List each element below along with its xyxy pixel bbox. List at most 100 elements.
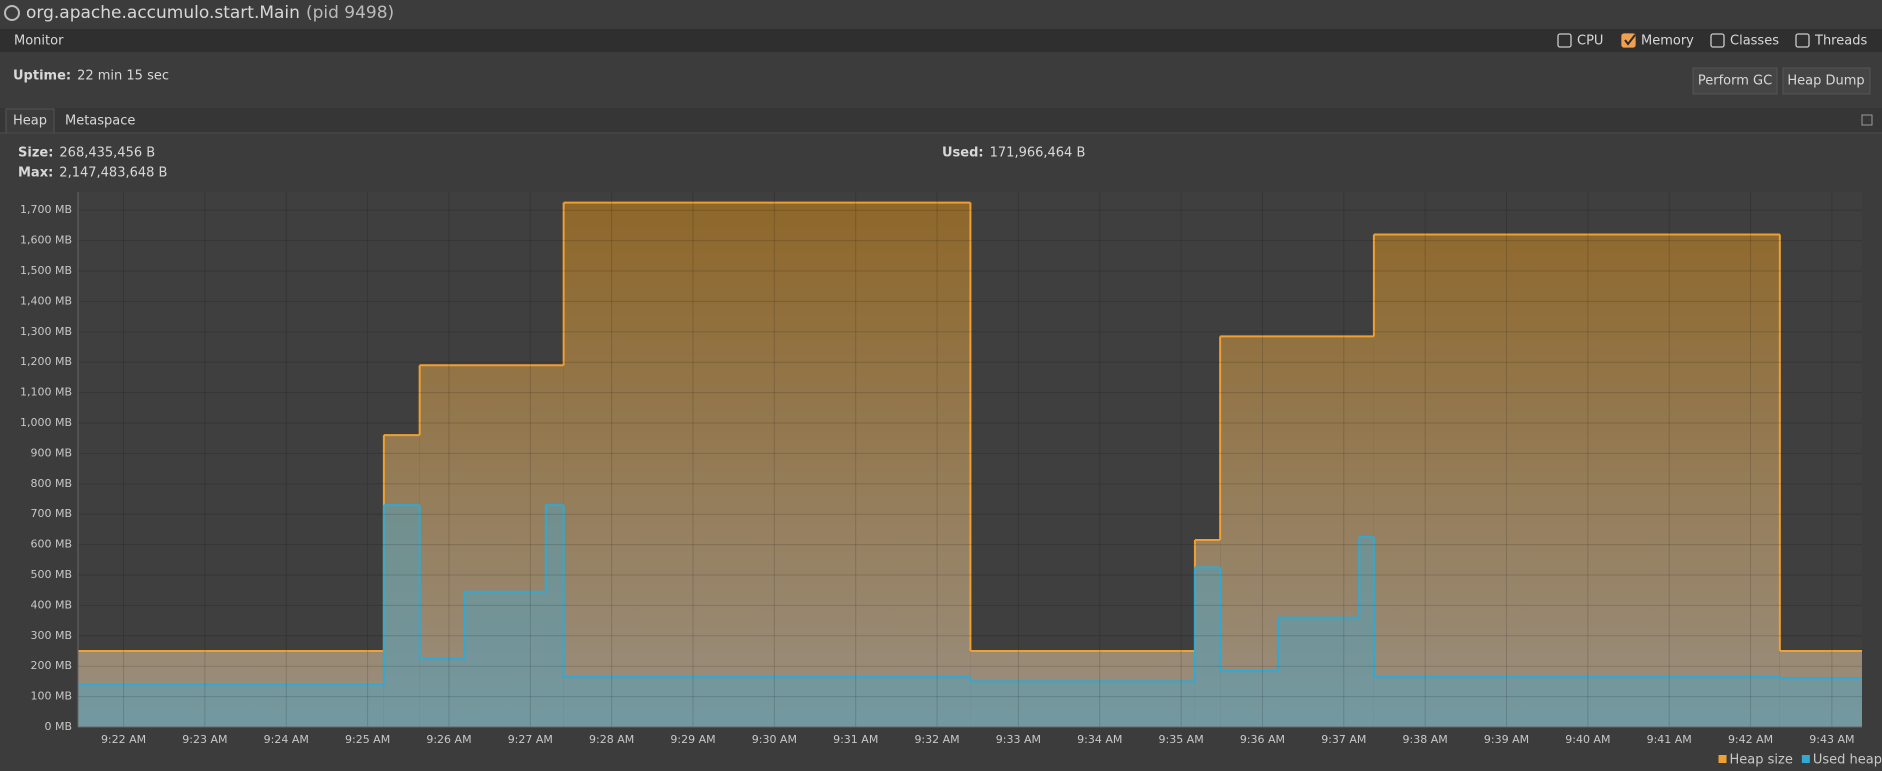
stat-label: Used: [942, 146, 984, 161]
x-tick-label: 9:39 AM [1484, 733, 1529, 746]
y-tick-label: 1,500 MB [20, 264, 72, 277]
area-segment [1220, 336, 1374, 727]
y-tick-label: 700 MB [30, 507, 72, 520]
area-segment [563, 202, 971, 727]
stat-value: 2,147,483,648 B [59, 166, 167, 181]
area-segment [563, 676, 971, 727]
y-tick-label: 1,600 MB [20, 234, 72, 247]
tab[interactable]: Heap [13, 114, 47, 129]
y-tick-label: 200 MB [30, 659, 72, 672]
tab[interactable]: Metaspace [65, 114, 135, 129]
area-segment [545, 505, 564, 727]
y-tick-label: 600 MB [30, 538, 72, 551]
area-segment [1779, 678, 1862, 727]
area-segment [78, 651, 384, 727]
y-tick-label: 1,400 MB [20, 294, 72, 307]
x-tick-label: 9:29 AM [670, 733, 715, 746]
area-segment [78, 684, 384, 727]
x-tick-label: 9:38 AM [1403, 733, 1448, 746]
legend-label: Used heap [1813, 753, 1882, 768]
y-tick-label: 300 MB [30, 629, 72, 642]
x-tick-label: 9:42 AM [1728, 733, 1773, 746]
x-tick-label: 9:43 AM [1809, 733, 1854, 746]
legend-label: Heap size [1730, 753, 1793, 768]
area-segment [1277, 617, 1360, 727]
y-tick-label: 1,700 MB [20, 203, 72, 216]
area-segment [383, 435, 420, 727]
y-tick-label: 1,200 MB [20, 355, 72, 368]
y-tick-label: 800 MB [30, 477, 72, 490]
x-tick-label: 9:37 AM [1321, 733, 1366, 746]
stat-value: 268,435,456 B [59, 146, 155, 161]
uptime-label: Uptime: [13, 69, 71, 84]
checkbox[interactable] [1621, 33, 1636, 48]
checkbox-label[interactable]: CPU [1577, 34, 1603, 49]
area-segment [1373, 234, 1780, 727]
maximize-icon[interactable] [1861, 114, 1873, 126]
checkbox-label[interactable]: Classes [1730, 34, 1779, 49]
checkbox-label[interactable]: Memory [1641, 34, 1694, 49]
checkbox-label[interactable]: Threads [1814, 34, 1867, 49]
x-tick-label: 9:28 AM [589, 733, 634, 746]
x-tick-label: 9:36 AM [1240, 733, 1285, 746]
area-segment [1359, 537, 1374, 727]
y-tick-label: 400 MB [30, 598, 72, 611]
app-icon [4, 5, 20, 21]
monitor-bar [0, 29, 1882, 52]
area-segment [970, 681, 1195, 727]
x-tick-label: 9:30 AM [752, 733, 797, 746]
area-segment [419, 365, 564, 727]
legend-swatch [1718, 755, 1727, 763]
y-tick-label: 1,100 MB [20, 386, 72, 399]
y-tick-label: 500 MB [30, 568, 72, 581]
area-segment [464, 591, 546, 727]
x-tick-label: 9:35 AM [1158, 733, 1203, 746]
tab-active[interactable] [5, 108, 55, 134]
chart: 0 MB 100 MB 200 MB 300 MB 400 MB 500 MB 600 MB… [20, 192, 1882, 768]
checkbox[interactable] [1710, 33, 1725, 48]
x-tick-label: 9:34 AM [1077, 733, 1122, 746]
x-tick-label: 9:25 AM [345, 733, 390, 746]
stat-label: Max: [18, 166, 53, 181]
stat-value: 171,966,464 B [990, 146, 1086, 161]
area-segment [1220, 670, 1278, 727]
area-segment [1194, 540, 1221, 727]
x-tick-label: 9:32 AM [914, 733, 959, 746]
y-tick-label: 1,300 MB [20, 325, 72, 338]
x-tick-label: 9:26 AM [426, 733, 471, 746]
x-tick-label: 9:22 AM [101, 733, 146, 746]
monitor-tab: Monitor [14, 34, 64, 49]
area-segment [970, 651, 1195, 727]
area-segment [419, 658, 465, 727]
button-label[interactable]: Perform GC [1698, 74, 1772, 89]
x-tick-label: 9:24 AM [264, 733, 309, 746]
legend-swatch [1801, 755, 1810, 763]
stats: Size: 268,435,456 B Max: 2,147,483,648 B Use… [18, 146, 1085, 181]
x-tick-label: 9:27 AM [508, 733, 553, 746]
x-tick-label: 9:23 AM [182, 733, 227, 746]
x-tick-label: 9:31 AM [833, 733, 878, 746]
button[interactable] [1782, 67, 1871, 95]
area-segment [1194, 567, 1221, 727]
button[interactable] [1692, 67, 1778, 95]
area-segment [1373, 676, 1780, 727]
checkbox[interactable] [1557, 33, 1572, 48]
checkmark[interactable] [1624, 34, 1636, 46]
y-tick-label: 900 MB [30, 446, 72, 459]
checkbox[interactable] [1795, 33, 1810, 48]
window-title: org.apache.accumulo.start.Main [26, 3, 300, 23]
window-pid: (pid 9498) [306, 3, 394, 23]
x-tick-label: 9:40 AM [1565, 733, 1610, 746]
y-tick-label: 1,000 MB [20, 416, 72, 429]
x-tick-label: 9:41 AM [1647, 733, 1692, 746]
y-tick-label: 100 MB [30, 690, 72, 703]
button-label[interactable]: Heap Dump [1787, 74, 1864, 89]
stat-label: Size: [18, 146, 53, 161]
x-tick-label: 9:33 AM [996, 733, 1041, 746]
y-tick-label: 0 MB [44, 720, 72, 733]
area-segment [383, 505, 420, 727]
checkboxes: CPU Memory Classes Threads [1557, 33, 1867, 49]
tab-bar [0, 108, 1882, 133]
area-segment [1779, 651, 1862, 727]
